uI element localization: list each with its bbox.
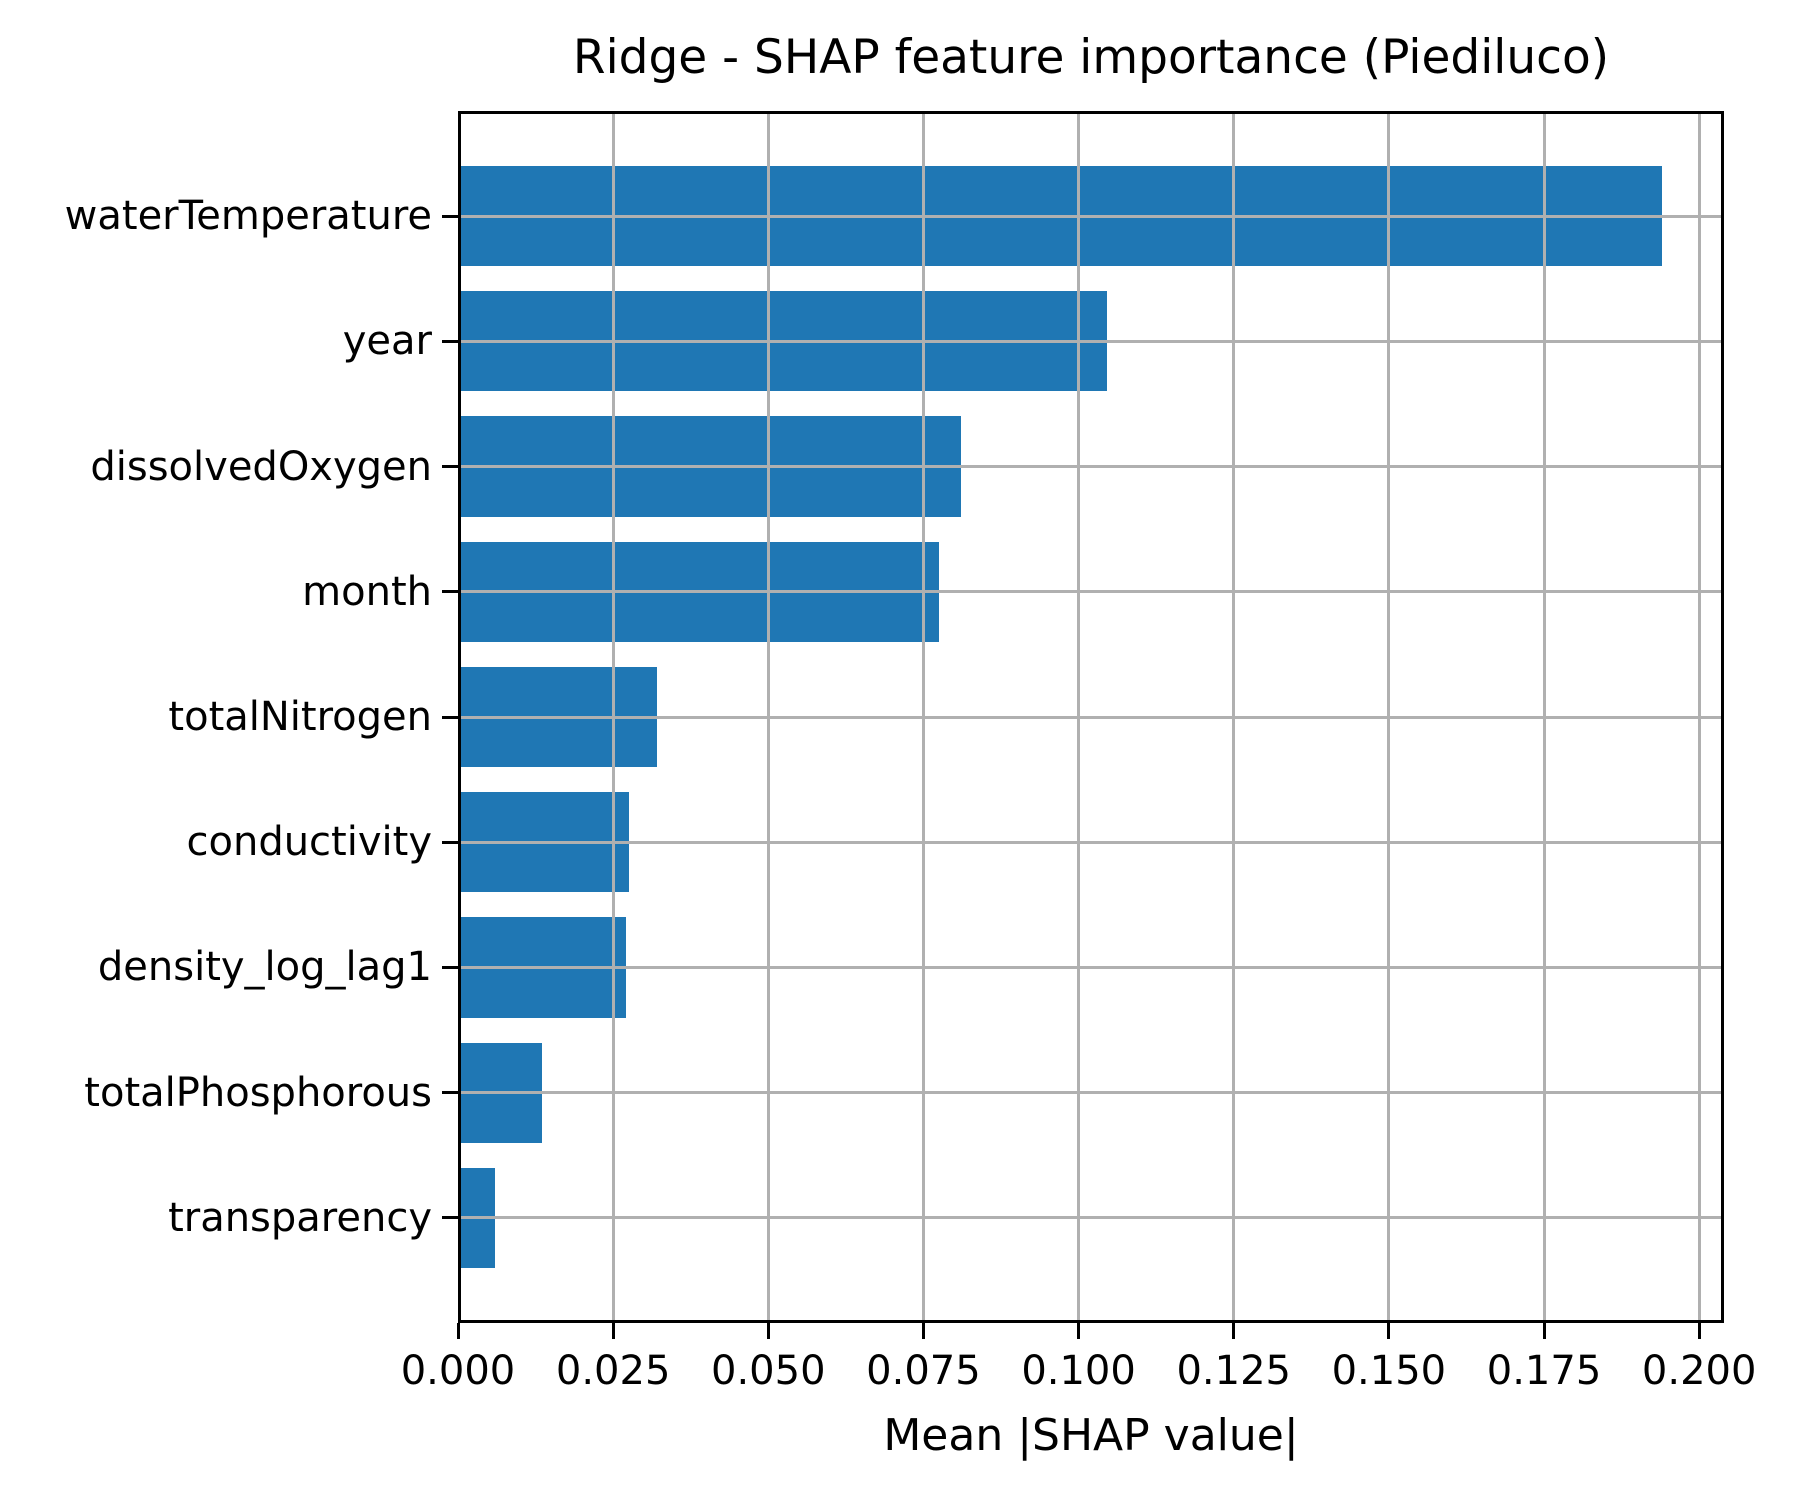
gridline-horizontal: [458, 840, 1724, 844]
x-tick-mark: [456, 1323, 460, 1339]
y-tick-label-dissolvedOxygen: dissolvedOxygen: [90, 443, 432, 490]
x-axis-label: Mean |SHAP value|: [883, 1410, 1299, 1461]
plot-area: [458, 111, 1724, 1323]
gridline-horizontal: [458, 715, 1724, 719]
gridline-horizontal: [458, 590, 1724, 594]
gridline-horizontal: [458, 965, 1724, 969]
y-tick-label-conductivity: conductivity: [186, 819, 433, 866]
x-tick-label: 0.175: [1486, 1348, 1602, 1394]
y-tick-mark: [442, 715, 458, 719]
grid-layer: [458, 111, 1724, 1323]
x-tick-mark: [1387, 1323, 1391, 1339]
x-tick-label: 0.025: [555, 1348, 671, 1394]
y-tick-label-density_log_lag1: density_log_lag1: [97, 944, 432, 991]
y-tick-mark: [442, 590, 458, 594]
y-tick-label-totalPhosphorous: totalPhosphorous: [84, 1069, 432, 1116]
y-tick-label-totalNitrogen: totalNitrogen: [168, 694, 432, 740]
y-tick-label-waterTemperature: waterTemperature: [64, 193, 432, 240]
y-tick-mark: [442, 339, 458, 343]
x-tick-mark: [1697, 1323, 1701, 1339]
chart-title: Ridge - SHAP feature importance (Piedilu…: [572, 30, 1610, 85]
gridline-horizontal: [458, 1216, 1724, 1220]
gridline-horizontal: [458, 465, 1724, 469]
x-tick-mark: [921, 1323, 925, 1339]
x-tick-mark: [1232, 1323, 1236, 1339]
y-tick-mark: [442, 1091, 458, 1095]
gridline-horizontal: [458, 1091, 1724, 1095]
x-tick-label: 0.075: [866, 1348, 981, 1394]
y-tick-label-transparency: transparency: [168, 1194, 432, 1241]
y-tick-mark: [442, 465, 458, 469]
x-tick-mark: [766, 1323, 770, 1339]
x-tick-label: 0.050: [711, 1348, 826, 1394]
x-tick-label: 0.100: [1021, 1348, 1136, 1394]
gridline-horizontal: [458, 214, 1724, 218]
x-tick-mark: [1542, 1323, 1546, 1339]
x-tick-label: 0.125: [1176, 1348, 1291, 1394]
y-tick-label-month: month: [302, 568, 432, 615]
y-tick-mark: [442, 214, 458, 218]
y-tick-label-year: year: [342, 318, 432, 365]
gridline-horizontal: [458, 339, 1724, 343]
x-tick-label: 0.150: [1331, 1348, 1447, 1394]
y-tick-mark: [442, 840, 458, 844]
x-tick-mark: [1077, 1323, 1081, 1339]
y-tick-mark: [442, 1216, 458, 1220]
x-tick-label: 0.200: [1641, 1348, 1757, 1394]
x-tick-label: 0.000: [400, 1348, 516, 1394]
x-tick-mark: [611, 1323, 615, 1339]
y-tick-mark: [442, 965, 458, 969]
